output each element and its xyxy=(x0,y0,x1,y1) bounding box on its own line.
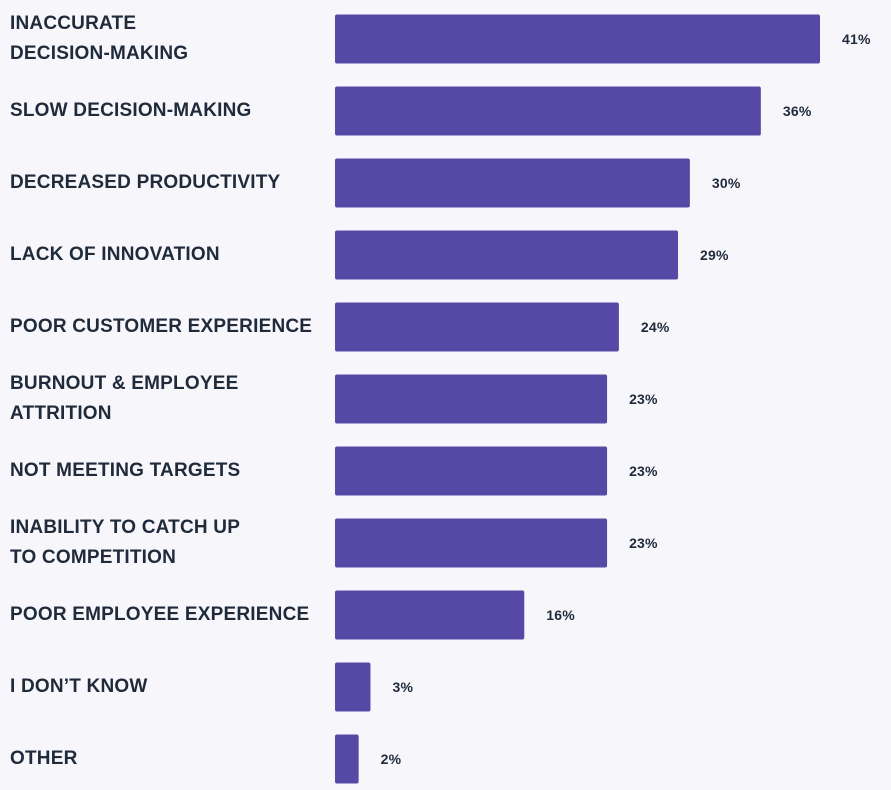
value-label-9: 3% xyxy=(392,679,414,695)
value-label-3: 29% xyxy=(700,247,729,263)
value-label-1: 36% xyxy=(782,103,812,119)
category-label-3: LACK OF INNOVATION xyxy=(10,244,220,265)
category-label-0: INACCURATE DECISION-MAKING xyxy=(10,13,189,64)
category-label-2: DECREASED PRODUCTIVITY xyxy=(10,172,281,193)
bar-10 xyxy=(335,734,359,784)
value-label-10: 2% xyxy=(380,751,402,767)
value-label-2: 30% xyxy=(711,175,741,191)
category-label-9: I DON’T KNOW xyxy=(10,676,148,697)
category-label-4: POOR CUSTOMER EXPERIENCE xyxy=(10,316,313,337)
category-label-5: BURNOUT & EMPLOYEE ATTRITION xyxy=(10,373,239,424)
category-label-6: NOT MEETING TARGETS xyxy=(10,460,241,481)
bar-8 xyxy=(335,590,525,640)
bar-6 xyxy=(335,446,608,496)
category-label-1: SLOW DECISION-MAKING xyxy=(10,100,252,121)
value-label-6: 23% xyxy=(629,463,658,479)
bar-4 xyxy=(335,302,619,352)
category-label-8: POOR EMPLOYEE EXPERIENCE xyxy=(10,604,310,625)
bar-2 xyxy=(335,158,690,208)
value-label-8: 16% xyxy=(546,607,575,623)
bar-0 xyxy=(335,14,820,64)
category-label-7: INABILITY TO CATCH UP TO COMPETITION xyxy=(10,517,241,568)
bar-3 xyxy=(335,230,679,280)
value-label-0: 41% xyxy=(842,31,871,47)
category-label-10: OTHER xyxy=(10,748,78,769)
bar-9 xyxy=(335,662,371,712)
bar-1 xyxy=(335,86,761,136)
bar-7 xyxy=(335,518,608,568)
bar-5 xyxy=(335,374,608,424)
value-label-4: 24% xyxy=(640,319,670,335)
value-label-5: 23% xyxy=(629,391,658,407)
value-label-7: 23% xyxy=(629,535,658,551)
